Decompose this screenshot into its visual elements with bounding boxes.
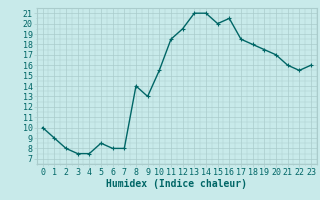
X-axis label: Humidex (Indice chaleur): Humidex (Indice chaleur) [106,179,247,189]
